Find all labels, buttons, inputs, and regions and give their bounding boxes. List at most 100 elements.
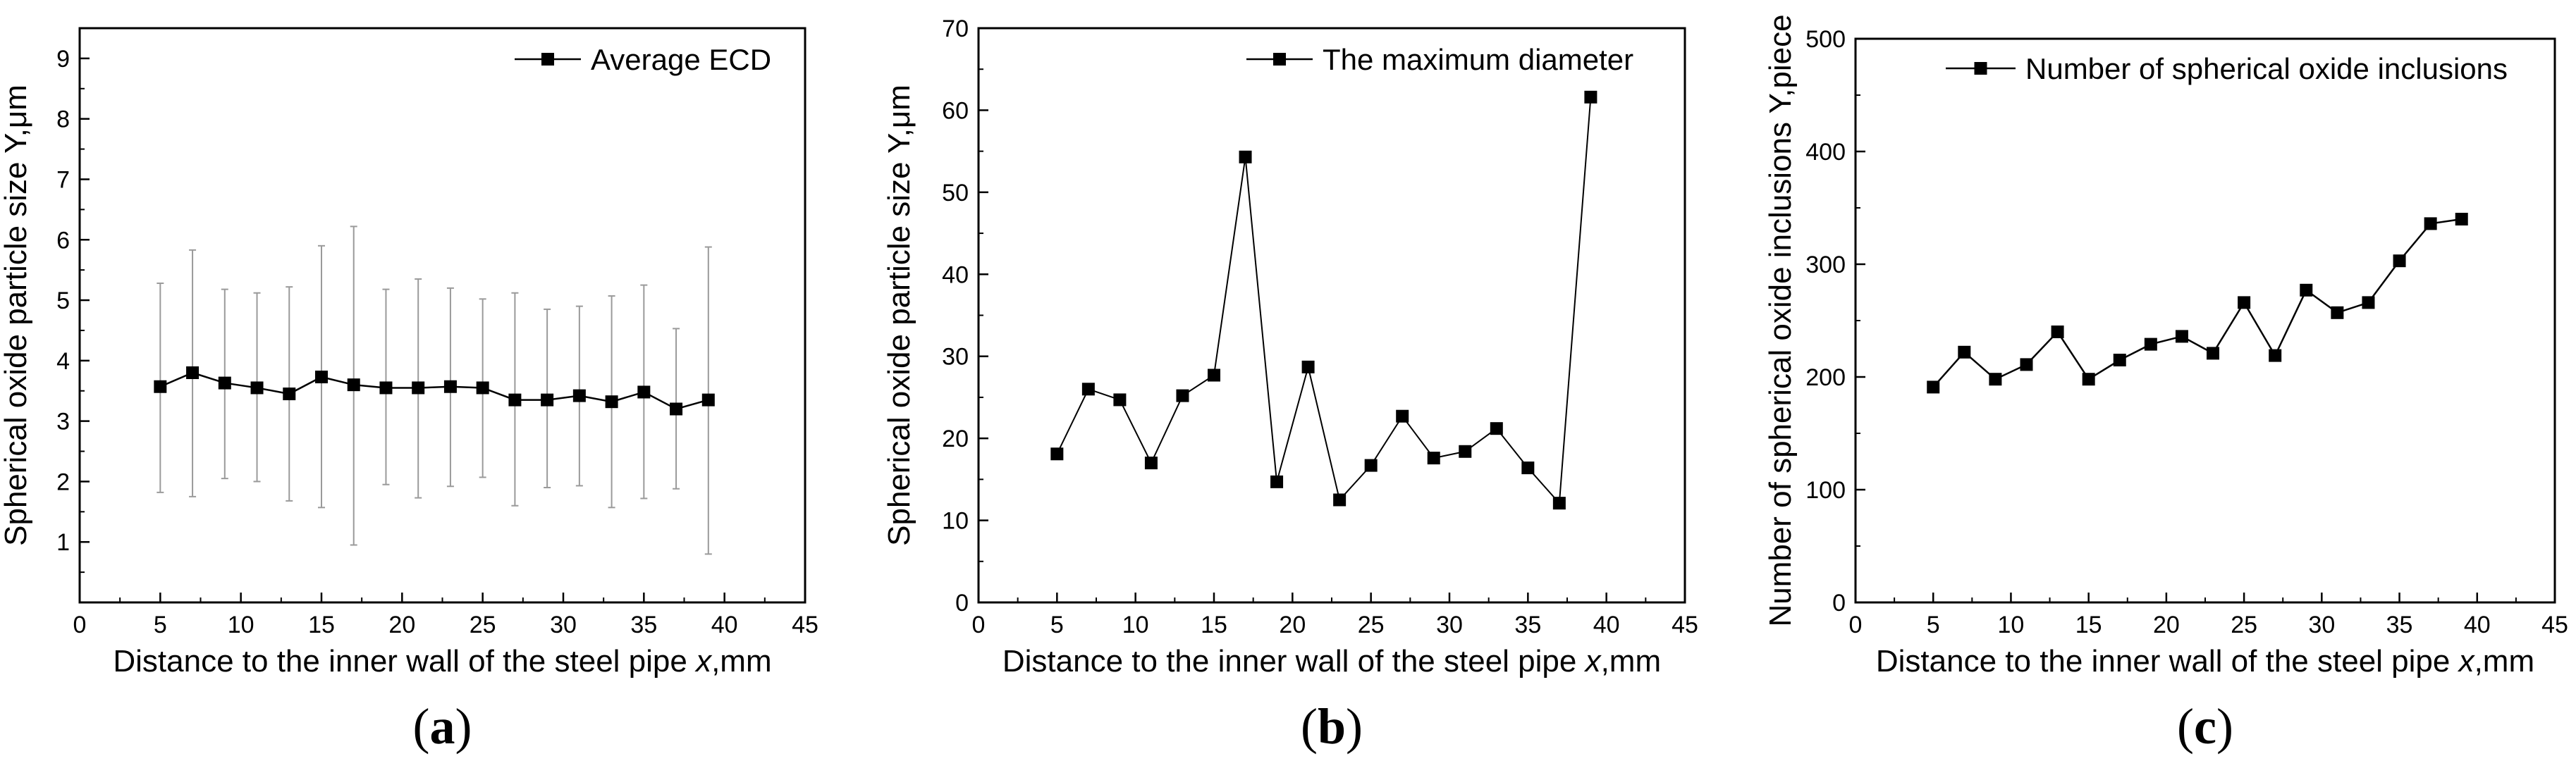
panel-a-data-point [637, 385, 651, 399]
panel-b-data-point [1333, 493, 1347, 507]
panel-b-data-point [1396, 409, 1409, 423]
panel-c-data-point [2082, 373, 2095, 386]
panel-c-x-tick-label: 0 [1849, 612, 1863, 638]
panel-b-y-tick-label: 40 [942, 261, 969, 288]
panel-c-x-axis-label: Distance to the inner wall of the steel … [1876, 644, 2534, 679]
panel-c-y-tick-label: 500 [1805, 26, 1846, 53]
panel-c-x-tick-label: 10 [1998, 612, 2025, 638]
panel-b-x-axis-label-part: Distance to the inner wall of the steel … [1002, 644, 1586, 679]
panel-a-y-tick-label: 3 [56, 409, 70, 435]
panel-a-data-point [218, 376, 231, 390]
panel-c-data-point [2331, 306, 2344, 319]
panel-c-series-line [1932, 218, 2462, 388]
panel-b-y-tick-label: 10 [942, 508, 969, 535]
panel-b-data-point [1176, 389, 1189, 402]
panel-c-panel-label-part: ( [2177, 698, 2194, 755]
panel-a-legend-marker [541, 53, 554, 66]
panel-b-data-point [1427, 452, 1440, 465]
panel-c-data-point [2300, 283, 2313, 297]
panel-a-x-axis-label-part: x [694, 644, 713, 679]
panel-b-legend-marker [1273, 53, 1286, 66]
panel-b-data-point [1144, 457, 1158, 470]
panel-a-x-tick-label: 35 [630, 612, 657, 638]
panel-c-y-tick-label: 400 [1805, 139, 1846, 166]
panel-a-data-point [347, 378, 360, 392]
panel-a-x-tick-label: 10 [228, 612, 254, 638]
panel-b-data-point [1490, 422, 1503, 435]
panel-a-x-tick-label: 45 [792, 612, 818, 638]
panel-c-data-point [2113, 354, 2126, 366]
panel-a-data-point [572, 389, 586, 402]
panel-b-data-point [1113, 393, 1127, 407]
panel-a-x-axis-label-part: ,mm [711, 644, 772, 679]
panel-b-x-tick-label: 15 [1201, 612, 1227, 638]
panel-a-series-line [159, 371, 709, 410]
panel-c-x-tick-label: 15 [2075, 612, 2102, 638]
panel-b-data-point [1270, 475, 1284, 488]
panel-c-x-axis-label-part: ,mm [2474, 644, 2535, 679]
panel-b-x-tick-label: 40 [1593, 612, 1620, 638]
panel-b-x-tick-label: 25 [1358, 612, 1385, 638]
panel-b-data-point [1459, 445, 1472, 458]
panel-c-panel-label: (c) [2177, 698, 2233, 755]
panel-a-y-tick-label: 5 [56, 287, 70, 314]
panel-c-data-point [2269, 349, 2282, 362]
panel-c-y-tick-label: 100 [1805, 477, 1846, 504]
panel-c-panel-label-part: c [2194, 698, 2216, 755]
panel-a-y-axis-label: Spherical oxide particle size Y,μm [0, 85, 33, 546]
panel-b-x-tick-label: 20 [1279, 612, 1306, 638]
panel-c-x-axis-label-part: x [2458, 644, 2476, 679]
panel-b-x-tick-label: 5 [1050, 612, 1064, 638]
panel-c-y-axis-label: Number of spherical oxide inclusions Y,p… [1763, 14, 1798, 626]
panel-c-data-point [2144, 337, 2157, 351]
panel-b-data-point [1521, 462, 1535, 475]
panel-c-y-tick-label: 300 [1805, 252, 1846, 278]
panel-a-x-tick-label: 5 [154, 612, 167, 638]
panel-a-panel-label-part: ( [413, 698, 430, 755]
panel-b-series-line [1056, 97, 1592, 505]
panel-c-x-axis-label-part: Distance to the inner wall of the steel … [1876, 644, 2459, 679]
panel-a-x-tick-label: 40 [711, 612, 738, 638]
panel-b-y-tick-label: 60 [942, 97, 969, 124]
panel-a-panel-label-part: a [430, 698, 455, 755]
panel-a-y-tick-label: 4 [56, 348, 70, 375]
panel-b-x-tick-label: 35 [1514, 612, 1541, 638]
panel-c-data-point [2424, 217, 2437, 230]
panel-c-x-tick-label: 5 [1927, 612, 1940, 638]
panel-b-x-tick-label: 30 [1436, 612, 1463, 638]
panel-a-y-tick-label: 1 [56, 529, 70, 556]
panel-b-x-axis-label-part: ,mm [1601, 644, 1662, 679]
panel-a-data-point [508, 393, 522, 407]
panel-a-x-tick-label: 30 [550, 612, 577, 638]
panel-c-data-point [2051, 326, 2064, 338]
panel-a-data-point [701, 393, 715, 407]
panel-b-data-point [1584, 90, 1597, 104]
panel-c-x-tick-label: 25 [2231, 612, 2257, 638]
panel-a-data-point [250, 381, 264, 395]
panel-a-data-point [605, 395, 618, 409]
panel-c-plot-frame [1854, 37, 2556, 604]
panel-a-y-tick-label: 8 [56, 106, 70, 133]
panel-c-data-point [2207, 347, 2220, 360]
panel-c-x-tick-label: 30 [2308, 612, 2335, 638]
panel-a-data-point [541, 393, 554, 407]
panel-a-x-tick-label: 25 [470, 612, 496, 638]
panel-a-x-tick-label: 0 [73, 612, 87, 638]
panel-a-data-point [379, 381, 393, 395]
panel-b-y-tick-label: 0 [955, 590, 969, 617]
panel-c-x-tick-label: 20 [2153, 612, 2180, 638]
panel-b-y-tick-label: 20 [942, 426, 969, 452]
panel-a-y-tick-label: 7 [56, 166, 70, 193]
panel-b-panel-label-part: ) [1346, 698, 1363, 755]
panel-b-x-axis-label: Distance to the inner wall of the steel … [1002, 644, 1661, 679]
panel-a-x-tick-label: 15 [308, 612, 335, 638]
panel-c-data-point [1927, 380, 1940, 394]
panel-a-x-axis-label-part: Distance to the inner wall of the steel … [113, 644, 696, 679]
panel-b-data-point [1364, 459, 1378, 472]
panel-a-data-point [154, 380, 167, 393]
panel-a-data-point [315, 371, 328, 384]
panel-b-data-point [1552, 497, 1566, 510]
panel-c-data-point [2455, 213, 2468, 225]
panel-a-data-point [186, 366, 200, 379]
panel-a-x-axis-label: Distance to the inner wall of the steel … [113, 644, 771, 679]
